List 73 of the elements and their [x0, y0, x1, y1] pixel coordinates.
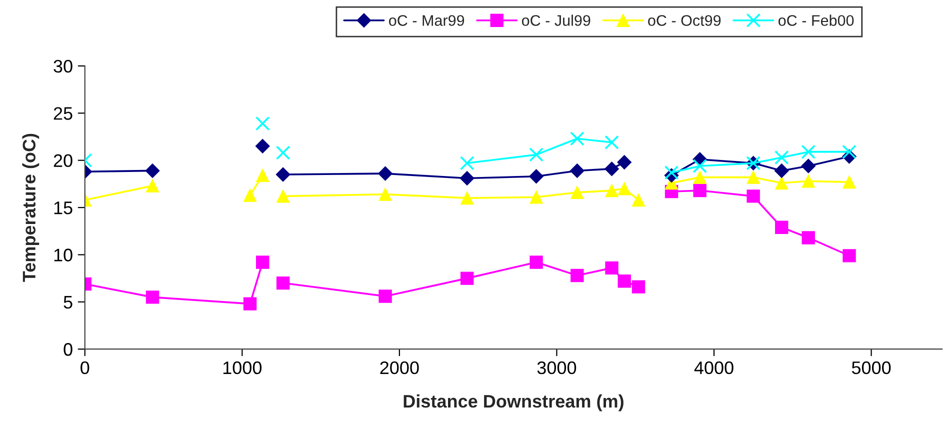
point	[529, 169, 544, 184]
point	[256, 168, 270, 182]
point	[693, 184, 706, 198]
x-tick-label: 5000	[852, 361, 891, 374]
y-tick-label: 5	[64, 296, 72, 309]
point	[276, 190, 290, 203]
point	[460, 171, 474, 186]
x-tick-label: 3000	[537, 361, 576, 374]
legend-label: oC - Jul99	[522, 14, 590, 26]
point	[146, 179, 160, 192]
point	[664, 165, 679, 180]
point	[146, 290, 160, 304]
point	[801, 158, 816, 174]
point	[243, 297, 257, 310]
point	[802, 174, 815, 188]
point	[842, 175, 856, 189]
point	[604, 135, 619, 150]
y-tick-label: 20	[54, 154, 72, 168]
y-tick-label: 30	[54, 60, 72, 73]
point	[605, 261, 618, 275]
point	[605, 184, 618, 198]
point	[378, 290, 392, 303]
point	[775, 220, 788, 234]
point	[276, 167, 290, 182]
point	[632, 280, 646, 294]
point	[256, 256, 270, 269]
point	[775, 176, 788, 190]
point	[570, 186, 584, 200]
point	[570, 268, 584, 282]
point	[801, 144, 816, 159]
point	[276, 146, 290, 160]
x-tick-label: 2000	[380, 361, 419, 374]
point	[692, 158, 707, 174]
x-axis-title: Distance Downstream (m)	[404, 394, 624, 412]
point	[618, 182, 631, 196]
point	[746, 170, 760, 184]
point	[618, 274, 631, 288]
legend-label: oC - Mar99	[389, 15, 464, 26]
point	[774, 163, 789, 178]
point	[243, 188, 257, 202]
point	[530, 190, 543, 204]
point	[378, 188, 392, 201]
point	[570, 131, 584, 146]
point	[774, 150, 789, 165]
legend-label: oC - Oct99	[648, 15, 721, 26]
point	[145, 163, 160, 178]
point	[276, 276, 290, 290]
point	[842, 249, 856, 262]
point	[693, 170, 706, 184]
point	[570, 163, 584, 178]
point	[530, 256, 543, 269]
point	[460, 191, 474, 205]
y-tick-label: 25	[54, 107, 72, 120]
point	[632, 193, 646, 207]
x-tick-label: 0	[80, 361, 90, 374]
point	[255, 138, 270, 154]
point	[617, 154, 632, 170]
point	[378, 166, 393, 181]
point	[604, 162, 619, 176]
x-tick-label: 1000	[223, 361, 262, 374]
point	[802, 231, 815, 244]
point	[460, 272, 474, 285]
point	[842, 144, 856, 159]
y-axis-title: Temperature (oC)	[22, 134, 40, 282]
point	[746, 190, 760, 203]
legend-label: oC - Feb00	[778, 14, 854, 26]
y-tick-label: 15	[54, 202, 72, 214]
point	[255, 116, 270, 131]
point	[529, 148, 544, 162]
point	[460, 156, 474, 170]
y-tick-label: 10	[54, 248, 72, 262]
y-tick-label: 0	[64, 343, 72, 356]
x-tick-label: 4000	[694, 361, 734, 374]
